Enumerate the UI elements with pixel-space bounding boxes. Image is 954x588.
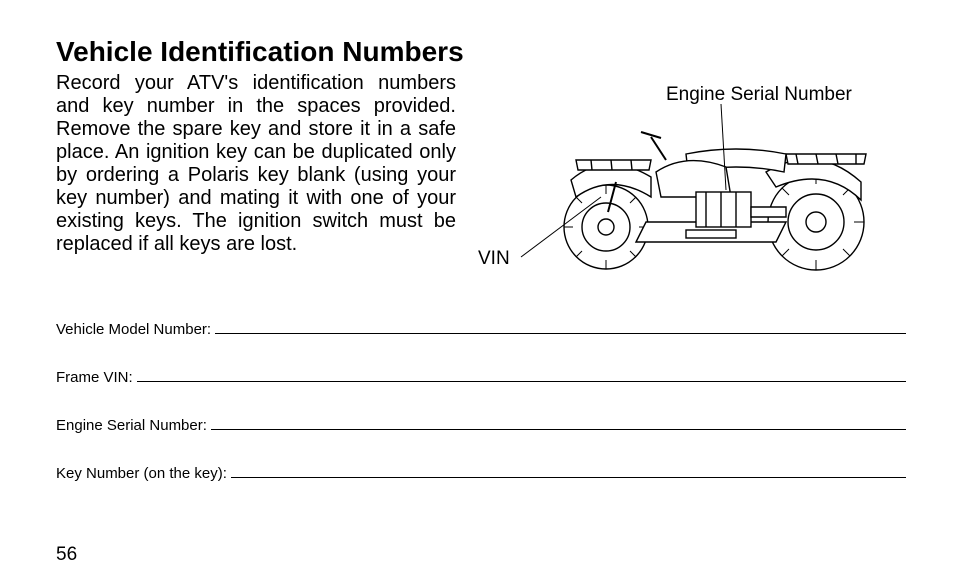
field-engine-serial: Engine Serial Number: xyxy=(56,416,906,434)
field-label: Vehicle Model Number: xyxy=(56,321,211,338)
field-label: Frame VIN: xyxy=(56,369,133,386)
field-blank-line[interactable] xyxy=(211,416,906,430)
field-blank-line[interactable] xyxy=(215,320,906,334)
field-blank-line[interactable] xyxy=(231,464,906,478)
atv-diagram: Engine Serial Number VIN xyxy=(476,72,906,292)
atv-illustration-icon xyxy=(486,82,906,282)
field-blank-line[interactable] xyxy=(137,368,906,382)
page-number: 56 xyxy=(56,544,77,566)
field-vehicle-model: Vehicle Model Number: xyxy=(56,320,906,338)
page-title: Vehicle Identification Numbers xyxy=(56,36,906,68)
content-row: Record your ATV's identification numbers… xyxy=(56,72,906,292)
field-label: Key Number (on the key): xyxy=(56,465,227,482)
form-fields: Vehicle Model Number: Frame VIN: Engine … xyxy=(56,320,906,482)
field-label: Engine Serial Number: xyxy=(56,417,207,434)
field-key-number: Key Number (on the key): xyxy=(56,464,906,482)
body-paragraph: Record your ATV's identification numbers… xyxy=(56,72,456,256)
field-frame-vin: Frame VIN: xyxy=(56,368,906,386)
